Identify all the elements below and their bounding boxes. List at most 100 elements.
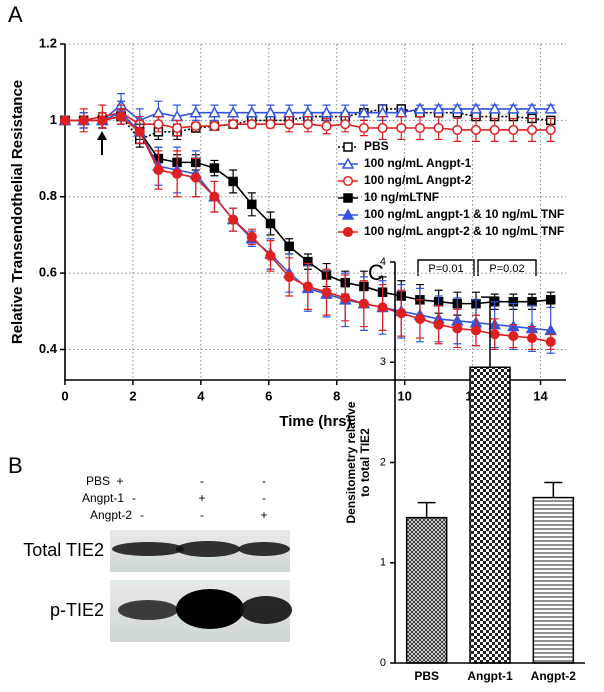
marker: [172, 122, 183, 134]
marker: [340, 292, 351, 303]
marker: [507, 102, 520, 114]
marker: [544, 102, 557, 114]
marker: [452, 323, 463, 334]
blot-images: [110, 530, 292, 642]
y-tick-label: 0.6: [39, 265, 57, 280]
x-tick-label: 14: [533, 388, 548, 403]
treatment-label: Angpt-2: [90, 508, 132, 522]
treatment-label: PBS: [86, 474, 110, 488]
marker: [246, 119, 257, 130]
annotation: P=0.01: [428, 263, 463, 275]
error-bar: [417, 501, 436, 518]
treatment-mark: -: [200, 508, 204, 522]
marker: [265, 250, 276, 261]
treatment-mark: +: [198, 491, 205, 505]
marker: [302, 281, 313, 292]
marker: [377, 122, 388, 134]
y-tick-label: 0.4: [39, 341, 58, 356]
marker: [321, 287, 332, 298]
treatment-mark: +: [260, 508, 267, 522]
x-tick-label: Angpt-2: [531, 669, 577, 683]
marker: [189, 106, 203, 118]
legend-marker: [343, 193, 353, 203]
marker: [228, 119, 239, 130]
marker: [134, 126, 145, 137]
y-tick-label: 2: [380, 456, 386, 468]
marker: [358, 298, 369, 309]
marker: [470, 124, 482, 135]
x-tick-label: 6: [265, 388, 272, 403]
marker: [320, 106, 333, 118]
x-tick-label: 0: [61, 388, 68, 403]
legend-entry: 10 ng/mLTNF: [338, 190, 439, 204]
marker: [115, 111, 127, 122]
y-axis-label: Densitometry relative: [344, 401, 358, 523]
x-axis-label: Time (hrs): [279, 413, 351, 430]
x-tick-label: 10: [397, 388, 411, 403]
x-tick-label: 4: [197, 388, 205, 403]
treatment-mark: -: [262, 491, 266, 505]
legend-marker: [341, 157, 355, 169]
legend-marker: [341, 208, 355, 220]
marker: [525, 102, 539, 114]
legend-marker: [343, 142, 353, 152]
bar: [532, 496, 575, 664]
marker: [451, 102, 464, 114]
marker: [265, 218, 276, 229]
marker: [302, 119, 313, 130]
treatment-mark: -: [262, 474, 266, 488]
treatment-arrow: [97, 131, 107, 155]
y-tick-label: 1.2: [39, 35, 57, 50]
series: [59, 108, 556, 351]
marker: [226, 106, 240, 118]
treatment-mark: -: [200, 474, 204, 488]
marker: [358, 122, 369, 134]
marker: [340, 119, 351, 130]
marker: [247, 199, 257, 210]
marker: [245, 106, 259, 118]
marker: [208, 106, 221, 118]
y-axis-label: Relative Transendothelial Resistance: [9, 80, 26, 344]
y-tick-label: 1: [380, 557, 386, 569]
legend-entry: PBS: [338, 139, 389, 153]
marker: [152, 106, 165, 118]
marker: [209, 163, 220, 173]
legend-label: 100 ng/mL Angpt-1: [364, 156, 472, 170]
panel-label: B: [8, 453, 23, 478]
marker: [508, 124, 519, 135]
marker: [432, 102, 445, 114]
marker: [489, 124, 500, 135]
marker: [284, 241, 294, 252]
marker: [284, 119, 295, 130]
marker: [433, 319, 444, 330]
legend-marker: [342, 226, 354, 238]
panel-label: C: [368, 260, 384, 285]
x-tick-label: Angpt-1: [467, 669, 513, 683]
legend-label: 100 ng/mL angpt-2 & 10 ng/mL TNF: [364, 224, 564, 238]
bar: [469, 366, 511, 664]
y-tick-label: 3: [380, 356, 386, 368]
marker: [228, 176, 238, 187]
axis: [64, 44, 566, 381]
marker: [433, 122, 444, 134]
legend-label: 100 ng/mL Angpt-2: [364, 173, 472, 187]
marker: [414, 122, 425, 134]
x-tick-label: 8: [333, 388, 340, 403]
y-tick-label: 0: [380, 657, 386, 669]
y-tick-label: 0.8: [39, 188, 57, 203]
treatment-mark: -: [132, 491, 136, 505]
marker: [357, 106, 371, 118]
panel-label: A: [8, 2, 23, 27]
legend-label: 100 ng/mL angpt-1 & 10 ng/mL TNF: [364, 207, 564, 221]
marker: [396, 308, 407, 319]
annotation: P=0.02: [489, 263, 524, 275]
marker: [470, 325, 482, 336]
legend-entry: 100 ng/mL angpt-2 & 10 ng/mL TNF: [338, 224, 564, 238]
marker: [527, 296, 537, 307]
legend-entry: 100 ng/mL angpt-1 & 10 ng/mL TNF: [338, 207, 564, 221]
marker: [526, 124, 538, 135]
marker: [209, 121, 220, 132]
treatment-label: Angpt-1: [82, 491, 124, 505]
treatment-mark: +: [116, 474, 123, 488]
